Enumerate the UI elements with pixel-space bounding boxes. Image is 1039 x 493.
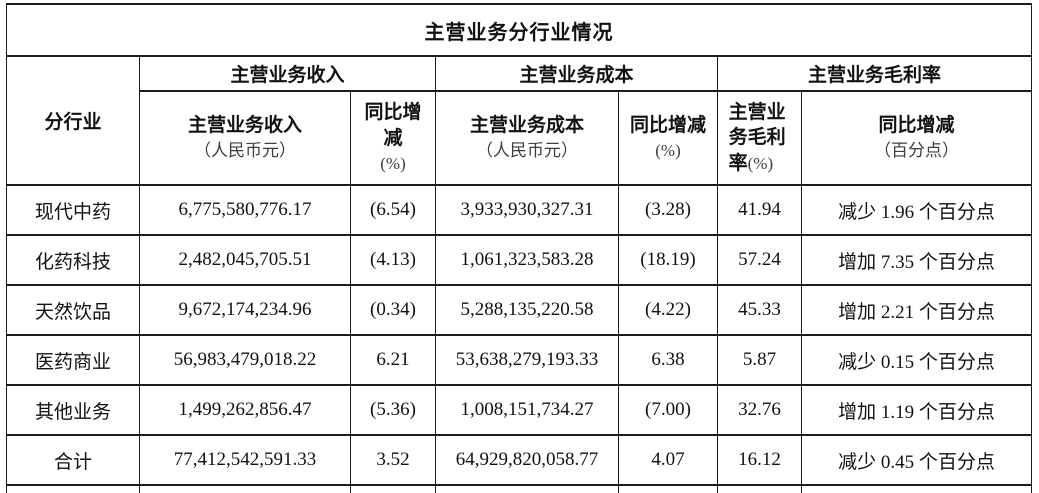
table-row-chem-pharma: 化药科技 2,482,045,705.51 (4.13) 1,061,323,5… [6, 234, 1033, 286]
revenue-value: 9,672,174,234.96 [139, 284, 351, 336]
table-row-cutoff [6, 484, 1033, 493]
margin-yoy-value: 减少 0.15 个百分点 [800, 334, 1033, 386]
header-industry: 分行业 [6, 55, 140, 186]
group-header-gross-margin: 主营业务毛利率 [716, 55, 1033, 92]
cost-yoy-value: (18.19) [618, 234, 718, 286]
industry-name: 化药科技 [6, 234, 140, 286]
table-row-modern-tcm: 现代中药 6,775,580,776.17 (6.54) 3,933,930,3… [6, 184, 1033, 236]
revenue-yoy-value: (0.34) [350, 284, 436, 336]
group-header-revenue: 主营业务收入 [139, 55, 436, 92]
revenue-value: 1,499,262,856.47 [139, 384, 351, 436]
header-cost-yoy-label: 同比增减 [629, 115, 706, 137]
cost-value: 1,061,323,583.28 [435, 234, 619, 286]
revenue-yoy-value: 3.52 [350, 434, 436, 486]
industry-breakdown-table: 主营业务分行业情况 分行业 主营业务收入 主营业务成本 主营业务毛利率 主营业务… [5, 3, 1033, 493]
header-margin-yoy-label: 同比增减 [878, 115, 955, 137]
industry-name: 天然饮品 [6, 284, 140, 336]
margin-yoy-value: 增加 2.21 个百分点 [800, 284, 1033, 336]
header-cost-amount-unit: （人民币元） [476, 140, 578, 160]
margin-value: 5.87 [717, 334, 802, 386]
revenue-value: 56,983,479,018.22 [139, 334, 351, 386]
cost-yoy-value: 4.07 [618, 434, 718, 486]
cost-value: 1,008,151,734.27 [435, 384, 619, 436]
industry-name: 现代中药 [6, 184, 140, 236]
header-margin-rate: 主营业务毛利率(%) [717, 90, 802, 186]
revenue-yoy-value: (6.54) [350, 184, 436, 236]
margin-yoy-value: 减少 1.96 个百分点 [800, 184, 1033, 236]
margin-value: 16.12 [717, 434, 802, 486]
cost-value: 5,288,135,220.58 [435, 284, 619, 336]
cost-yoy-value: (3.28) [618, 184, 718, 236]
margin-yoy-value: 减少 0.45 个百分点 [800, 434, 1033, 486]
table-title-row: 主营业务分行业情况 [5, 3, 1033, 57]
margin-value: 45.33 [717, 284, 802, 336]
header-margin-rate-label: 主营业务毛利率(%) [728, 101, 786, 174]
header-revenue-yoy: 同比增减 (%) [350, 90, 436, 186]
sub-header-row: 主营业务收入 （人民币元） 同比增减 (%) 主营业务成本 （人民币元） 同比增… [7, 90, 1033, 186]
industry-name: 医药商业 [6, 334, 140, 386]
header-revenue-amount-label: 主营业务收入 [187, 115, 302, 137]
header-revenue-yoy-label: 同比增减 [364, 102, 422, 150]
margin-value: 41.94 [717, 184, 802, 236]
header-revenue-yoy-unit: (%) [380, 153, 406, 173]
revenue-value: 6,775,580,776.17 [139, 184, 351, 236]
revenue-yoy-value: (5.36) [350, 384, 436, 436]
cost-value: 3,933,930,327.31 [435, 184, 619, 236]
table-row-other-business: 其他业务 1,499,262,856.47 (5.36) 1,008,151,7… [6, 384, 1033, 436]
margin-value: 32.76 [717, 384, 802, 436]
margin-yoy-value: 增加 7.35 个百分点 [800, 234, 1033, 286]
header-revenue-amount: 主营业务收入 （人民币元） [139, 90, 351, 186]
group-header-row: 分行业 主营业务收入 主营业务成本 主营业务毛利率 [6, 55, 1033, 186]
header-cost-amount: 主营业务成本 （人民币元） [435, 90, 619, 186]
group-header-cost: 主营业务成本 [435, 55, 718, 92]
cost-yoy-value: (4.22) [618, 284, 718, 336]
cost-value: 64,929,820,058.77 [435, 434, 619, 486]
revenue-value: 2,482,045,705.51 [139, 234, 351, 286]
table-title: 主营业务分行业情况 [5, 3, 1033, 57]
header-cost-amount-label: 主营业务成本 [469, 115, 584, 137]
revenue-yoy-value: 6.21 [350, 334, 436, 386]
table-row-natural-beverage: 天然饮品 9,672,174,234.96 (0.34) 5,288,135,2… [6, 284, 1033, 336]
table-row-pharma-commerce: 医药商业 56,983,479,018.22 6.21 53,638,279,1… [6, 334, 1033, 386]
margin-value: 57.24 [717, 234, 802, 286]
header-revenue-amount-unit: （人民币元） [194, 140, 296, 160]
header-cost-yoy: 同比增减 (%) [618, 90, 718, 186]
header-margin-yoy: 同比增减 （百分点） [800, 90, 1033, 186]
header-cost-yoy-unit: (%) [655, 140, 681, 160]
cost-value: 53,638,279,193.33 [435, 334, 619, 386]
industry-name: 其他业务 [6, 384, 140, 436]
margin-yoy-value: 增加 1.19 个百分点 [800, 384, 1033, 436]
header-margin-yoy-unit: （百分点） [874, 140, 959, 160]
table-row-total: 合计 77,412,542,591.33 3.52 64,929,820,058… [6, 434, 1033, 486]
cost-yoy-value: 6.38 [618, 334, 718, 386]
revenue-value: 77,412,542,591.33 [139, 434, 351, 486]
cost-yoy-value: (7.00) [618, 384, 718, 436]
industry-name-total: 合计 [6, 434, 140, 486]
revenue-yoy-value: (4.13) [350, 234, 436, 286]
